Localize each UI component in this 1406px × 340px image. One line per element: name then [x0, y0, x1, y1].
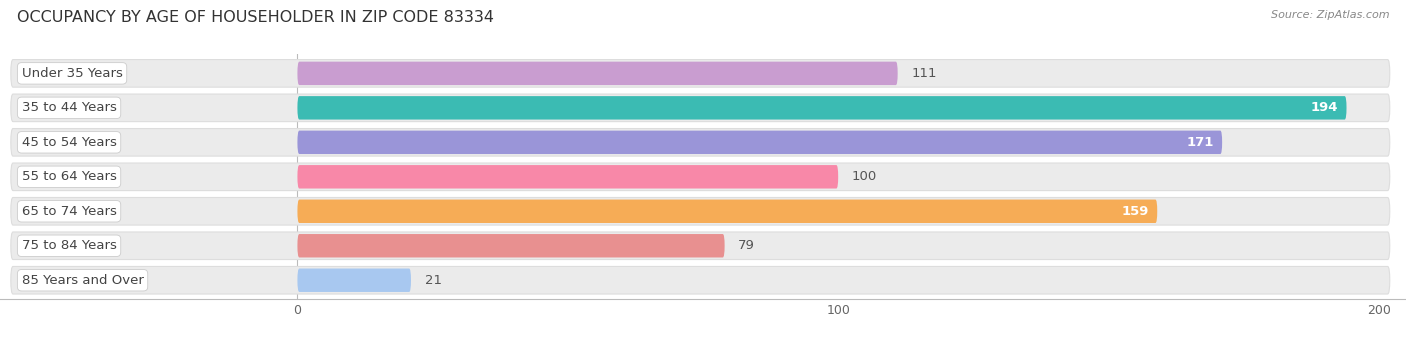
- Bar: [0, 125, 1406, 159]
- Bar: [0, 228, 1406, 263]
- Bar: [0, 90, 1406, 125]
- FancyBboxPatch shape: [298, 165, 838, 188]
- Text: 159: 159: [1122, 205, 1149, 218]
- Text: 171: 171: [1187, 136, 1213, 149]
- FancyBboxPatch shape: [11, 267, 1389, 294]
- FancyBboxPatch shape: [298, 269, 411, 292]
- Text: 79: 79: [738, 239, 755, 252]
- FancyBboxPatch shape: [11, 59, 1389, 87]
- Text: 45 to 54 Years: 45 to 54 Years: [21, 136, 117, 149]
- FancyBboxPatch shape: [11, 163, 1389, 191]
- Text: 85 Years and Over: 85 Years and Over: [21, 274, 143, 287]
- Text: 35 to 44 Years: 35 to 44 Years: [21, 101, 117, 114]
- Text: 100: 100: [852, 170, 877, 183]
- FancyBboxPatch shape: [298, 200, 1157, 223]
- FancyBboxPatch shape: [11, 198, 1389, 225]
- Bar: [0, 194, 1406, 228]
- Text: OCCUPANCY BY AGE OF HOUSEHOLDER IN ZIP CODE 83334: OCCUPANCY BY AGE OF HOUSEHOLDER IN ZIP C…: [17, 10, 494, 25]
- Bar: [0, 159, 1406, 194]
- Text: 75 to 84 Years: 75 to 84 Years: [21, 239, 117, 252]
- Bar: [0, 263, 1406, 298]
- Text: 55 to 64 Years: 55 to 64 Years: [21, 170, 117, 183]
- Text: 65 to 74 Years: 65 to 74 Years: [21, 205, 117, 218]
- FancyBboxPatch shape: [11, 232, 1389, 259]
- Text: Under 35 Years: Under 35 Years: [21, 67, 122, 80]
- Bar: [0, 56, 1406, 90]
- Text: 21: 21: [425, 274, 441, 287]
- FancyBboxPatch shape: [298, 234, 724, 257]
- FancyBboxPatch shape: [11, 129, 1389, 156]
- FancyBboxPatch shape: [298, 131, 1222, 154]
- FancyBboxPatch shape: [298, 62, 897, 85]
- FancyBboxPatch shape: [11, 94, 1389, 122]
- Text: 111: 111: [911, 67, 936, 80]
- FancyBboxPatch shape: [298, 96, 1347, 120]
- Text: 194: 194: [1310, 101, 1339, 114]
- Text: Source: ZipAtlas.com: Source: ZipAtlas.com: [1271, 10, 1389, 20]
